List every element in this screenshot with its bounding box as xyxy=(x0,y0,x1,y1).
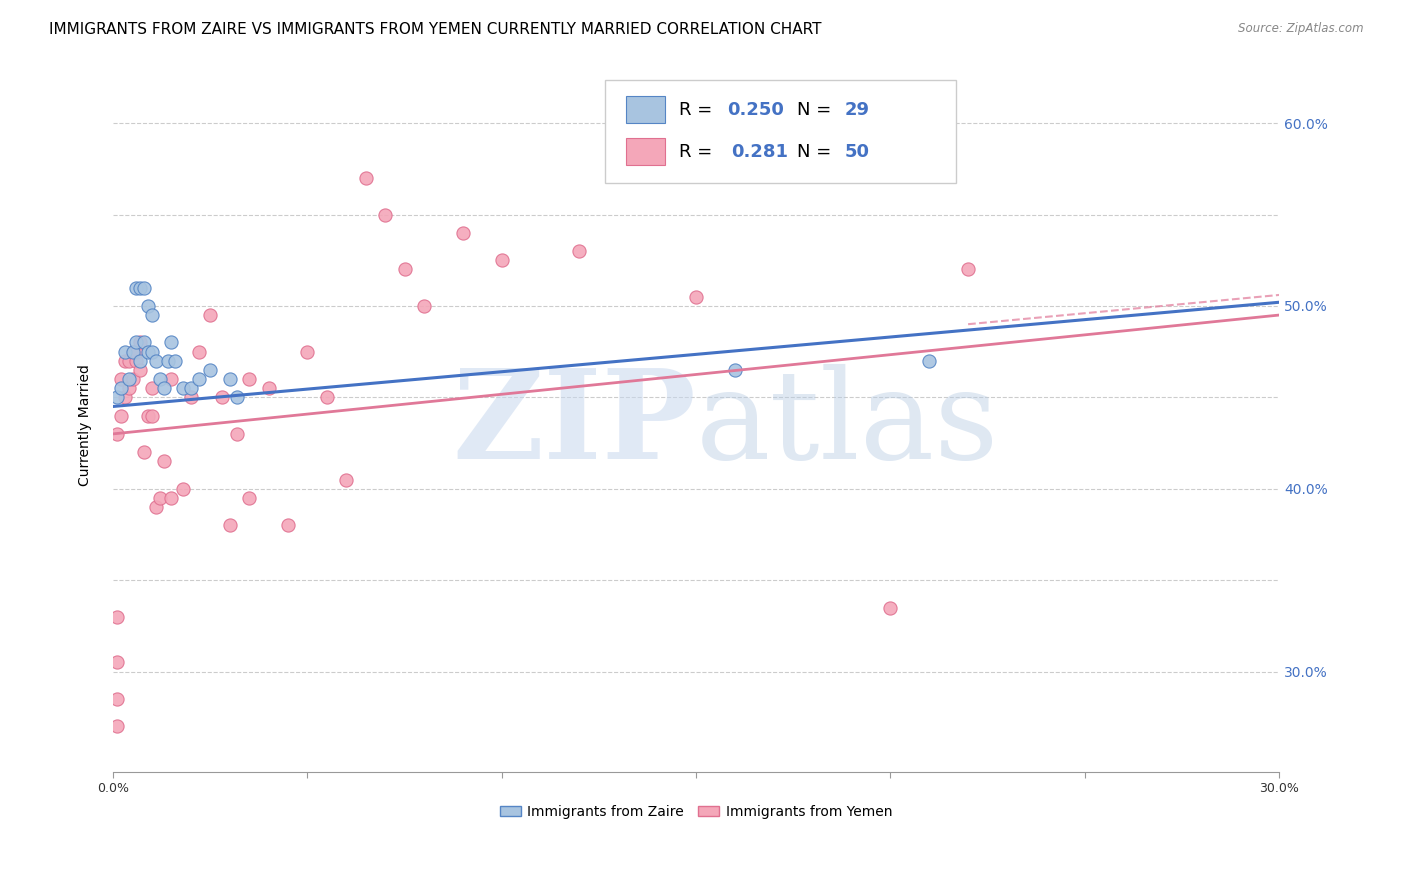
Point xyxy=(879,600,901,615)
Point xyxy=(129,353,152,368)
Text: 50: 50 xyxy=(845,143,870,161)
Point xyxy=(145,500,167,514)
Point xyxy=(149,372,172,386)
Point xyxy=(156,353,179,368)
Point xyxy=(187,344,209,359)
Point xyxy=(105,656,128,670)
Point xyxy=(125,280,148,294)
Point xyxy=(211,390,233,404)
Point xyxy=(141,344,163,359)
Text: IMMIGRANTS FROM ZAIRE VS IMMIGRANTS FROM YEMEN CURRENTLY MARRIED CORRELATION CHA: IMMIGRANTS FROM ZAIRE VS IMMIGRANTS FROM… xyxy=(49,22,821,37)
Point xyxy=(200,363,222,377)
Text: ZIP: ZIP xyxy=(453,364,696,485)
Point xyxy=(354,171,377,186)
Point xyxy=(121,372,143,386)
Text: N =: N = xyxy=(797,101,837,119)
Point xyxy=(105,390,128,404)
Point xyxy=(160,335,183,350)
Point xyxy=(145,353,167,368)
Point xyxy=(226,390,249,404)
Text: R =: R = xyxy=(679,143,724,161)
Point xyxy=(149,491,172,505)
Point xyxy=(134,335,156,350)
Point xyxy=(105,609,128,624)
Point xyxy=(125,335,148,350)
Point xyxy=(105,692,128,706)
Point xyxy=(685,290,707,304)
Point xyxy=(114,353,136,368)
Text: Source: ZipAtlas.com: Source: ZipAtlas.com xyxy=(1239,22,1364,36)
Point xyxy=(141,381,163,395)
Point xyxy=(172,381,194,395)
Point xyxy=(129,363,152,377)
Point xyxy=(141,409,163,423)
Point xyxy=(110,409,132,423)
Point xyxy=(114,344,136,359)
Point xyxy=(200,308,222,322)
Point xyxy=(141,308,163,322)
Point xyxy=(413,299,436,313)
Point xyxy=(160,372,183,386)
Point xyxy=(451,226,474,240)
Point xyxy=(180,390,202,404)
Point xyxy=(491,253,513,268)
Point xyxy=(724,363,747,377)
Y-axis label: Currently Married: Currently Married xyxy=(79,364,93,485)
Point xyxy=(125,344,148,359)
Point xyxy=(218,518,240,533)
Point xyxy=(335,473,357,487)
Text: 29: 29 xyxy=(845,101,870,119)
Point xyxy=(114,390,136,404)
Point xyxy=(117,372,139,386)
Point xyxy=(297,344,319,359)
Point xyxy=(136,409,159,423)
Point xyxy=(918,353,941,368)
Point xyxy=(160,491,183,505)
Text: 0.281: 0.281 xyxy=(731,143,789,161)
Point xyxy=(152,381,174,395)
Point xyxy=(187,372,209,386)
Point xyxy=(374,208,396,222)
Point xyxy=(315,390,337,404)
Point xyxy=(226,426,249,441)
Point xyxy=(117,353,139,368)
Point xyxy=(136,299,159,313)
Point xyxy=(180,381,202,395)
Point xyxy=(121,344,143,359)
Point xyxy=(121,344,143,359)
Point xyxy=(117,381,139,395)
Point xyxy=(125,353,148,368)
Point xyxy=(568,244,591,258)
Point xyxy=(238,372,260,386)
Point xyxy=(172,482,194,496)
Point xyxy=(105,719,128,733)
Point xyxy=(957,262,980,277)
Text: 0.250: 0.250 xyxy=(727,101,783,119)
Point xyxy=(165,353,187,368)
Point xyxy=(129,335,152,350)
Point xyxy=(152,454,174,468)
Point xyxy=(238,491,260,505)
Point xyxy=(136,344,159,359)
Text: atlas: atlas xyxy=(696,364,1000,485)
Point xyxy=(218,372,240,386)
Legend: Immigrants from Zaire, Immigrants from Yemen: Immigrants from Zaire, Immigrants from Y… xyxy=(494,799,898,824)
Point xyxy=(134,280,156,294)
Text: R =: R = xyxy=(679,101,718,119)
Point xyxy=(129,280,152,294)
Point xyxy=(394,262,416,277)
Point xyxy=(105,426,128,441)
Point xyxy=(277,518,299,533)
Point xyxy=(257,381,280,395)
Point xyxy=(110,372,132,386)
Point xyxy=(134,445,156,459)
Point xyxy=(110,381,132,395)
Text: N =: N = xyxy=(797,143,837,161)
